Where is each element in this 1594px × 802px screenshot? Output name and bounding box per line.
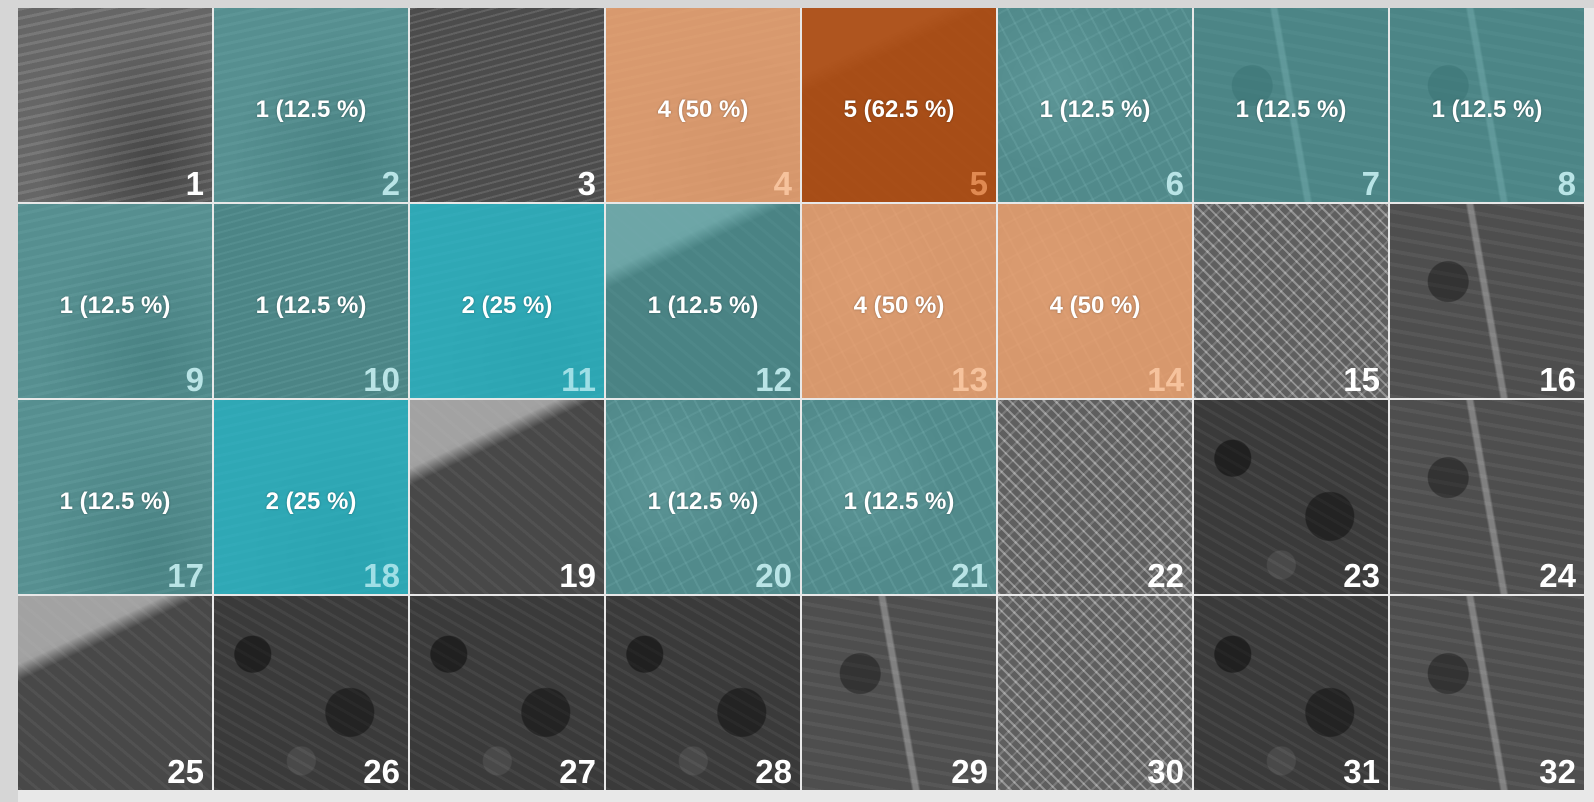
grid-cell-21: 1 (12.5 %) 21 bbox=[802, 400, 996, 594]
grid-cell-32: 32 bbox=[1390, 596, 1584, 790]
cell-number: 15 bbox=[1343, 361, 1380, 398]
grid-cell-12: 1 (12.5 %) 12 bbox=[606, 204, 800, 398]
grid-cell-11: 2 (25 %) 11 bbox=[410, 204, 604, 398]
cell-number: 20 bbox=[755, 557, 792, 594]
cell-value-label: 4 (50 %) bbox=[853, 292, 945, 319]
cell-value-label: 1 (12.5 %) bbox=[647, 488, 759, 515]
cell-overlay bbox=[214, 204, 408, 398]
cell-value-label: 1 (12.5 %) bbox=[1039, 96, 1151, 123]
cell-number: 13 bbox=[951, 361, 988, 398]
cell-value-label: 1 (12.5 %) bbox=[59, 292, 171, 319]
cell-value-label: 4 (50 %) bbox=[1049, 292, 1141, 319]
cell-overlay bbox=[214, 8, 408, 202]
cell-overlay bbox=[802, 400, 996, 594]
cell-number: 7 bbox=[1361, 165, 1380, 202]
grid-cell-20: 1 (12.5 %) 20 bbox=[606, 400, 800, 594]
grid-cell-17: 1 (12.5 %) 17 bbox=[18, 400, 212, 594]
cell-number: 1 bbox=[185, 165, 204, 202]
cell-number: 11 bbox=[561, 361, 596, 398]
cell-value-label: 1 (12.5 %) bbox=[843, 488, 955, 515]
cell-value-label: 1 (12.5 %) bbox=[647, 292, 759, 319]
cell-overlay bbox=[998, 204, 1192, 398]
grid-cell-31: 31 bbox=[1194, 596, 1388, 790]
grid-cell-14: 4 (50 %) 14 bbox=[998, 204, 1192, 398]
grid-cell-13: 4 (50 %) 13 bbox=[802, 204, 996, 398]
cell-value-label: 1 (12.5 %) bbox=[1431, 96, 1543, 123]
grid-cell-10: 1 (12.5 %) 10 bbox=[214, 204, 408, 398]
cell-number: 19 bbox=[559, 557, 596, 594]
cell-number: 6 bbox=[1165, 165, 1184, 202]
cell-overlay bbox=[606, 400, 800, 594]
cell-number: 25 bbox=[167, 753, 204, 790]
cell-overlay bbox=[410, 204, 604, 398]
grid-cell-3: 3 bbox=[410, 8, 604, 202]
cell-value-label: 1 (12.5 %) bbox=[255, 96, 367, 123]
cell-number: 14 bbox=[1147, 361, 1184, 398]
grid-cell-15: 15 bbox=[1194, 204, 1388, 398]
cell-number: 4 bbox=[773, 165, 792, 202]
cell-value-label: 2 (25 %) bbox=[461, 292, 553, 319]
cell-number: 26 bbox=[363, 753, 400, 790]
cell-number: 24 bbox=[1539, 557, 1576, 594]
cell-number: 3 bbox=[577, 165, 596, 202]
cell-number: 2 bbox=[381, 165, 400, 202]
grid-cell-23: 23 bbox=[1194, 400, 1388, 594]
cell-value-label: 1 (12.5 %) bbox=[1235, 96, 1347, 123]
cell-number: 31 bbox=[1343, 753, 1380, 790]
cell-overlay bbox=[1194, 8, 1388, 202]
cell-number: 30 bbox=[1147, 753, 1184, 790]
grid-cell-29: 29 bbox=[802, 596, 996, 790]
grid-cell-24: 24 bbox=[1390, 400, 1584, 594]
cell-number: 12 bbox=[755, 361, 792, 398]
grid-cell-28: 28 bbox=[606, 596, 800, 790]
grid-cell-16: 16 bbox=[1390, 204, 1584, 398]
cell-number: 5 bbox=[969, 165, 988, 202]
grid-cell-30: 30 bbox=[998, 596, 1192, 790]
cell-overlay bbox=[802, 8, 996, 202]
cell-number: 9 bbox=[185, 361, 204, 398]
cell-overlay bbox=[606, 204, 800, 398]
grid-cell-2: 1 (12.5 %) 2 bbox=[214, 8, 408, 202]
grid-cell-1: 1 bbox=[18, 8, 212, 202]
cell-overlay bbox=[998, 8, 1192, 202]
cell-overlay bbox=[214, 400, 408, 594]
cell-number: 8 bbox=[1557, 165, 1576, 202]
cell-value-label: 5 (62.5 %) bbox=[843, 96, 955, 123]
cell-number: 28 bbox=[755, 753, 792, 790]
cell-value-label: 1 (12.5 %) bbox=[255, 292, 367, 319]
cell-overlay bbox=[1390, 8, 1584, 202]
grid-cell-18: 2 (25 %) 18 bbox=[214, 400, 408, 594]
cell-value-label: 4 (50 %) bbox=[657, 96, 749, 123]
grid-cell-27: 27 bbox=[410, 596, 604, 790]
cell-number: 23 bbox=[1343, 557, 1380, 594]
cell-number: 32 bbox=[1539, 753, 1576, 790]
cell-overlay bbox=[18, 204, 212, 398]
cell-value-label: 1 (12.5 %) bbox=[59, 488, 171, 515]
grid-cell-6: 1 (12.5 %) 6 bbox=[998, 8, 1192, 202]
cell-overlay bbox=[802, 204, 996, 398]
cell-number: 21 bbox=[951, 557, 988, 594]
cell-number: 17 bbox=[167, 557, 204, 594]
cell-number: 16 bbox=[1539, 361, 1576, 398]
grid-cell-26: 26 bbox=[214, 596, 408, 790]
grid-cell-5: 5 (62.5 %) 5 bbox=[802, 8, 996, 202]
grid-cell-19: 19 bbox=[410, 400, 604, 594]
grid-cell-7: 1 (12.5 %) 7 bbox=[1194, 8, 1388, 202]
cell-value-label: 2 (25 %) bbox=[265, 488, 357, 515]
grid-cell-8: 1 (12.5 %) 8 bbox=[1390, 8, 1584, 202]
cell-overlay bbox=[606, 8, 800, 202]
cell-number: 22 bbox=[1147, 557, 1184, 594]
cell-overlay bbox=[18, 400, 212, 594]
grid-cell-25: 25 bbox=[18, 596, 212, 790]
grid-cell-9: 1 (12.5 %) 9 bbox=[18, 204, 212, 398]
grid-cell-22: 22 bbox=[998, 400, 1192, 594]
cell-number: 10 bbox=[363, 361, 400, 398]
cell-number: 18 bbox=[363, 557, 400, 594]
cell-number: 27 bbox=[559, 753, 596, 790]
grid-cell-4: 4 (50 %) 4 bbox=[606, 8, 800, 202]
cell-number: 29 bbox=[951, 753, 988, 790]
